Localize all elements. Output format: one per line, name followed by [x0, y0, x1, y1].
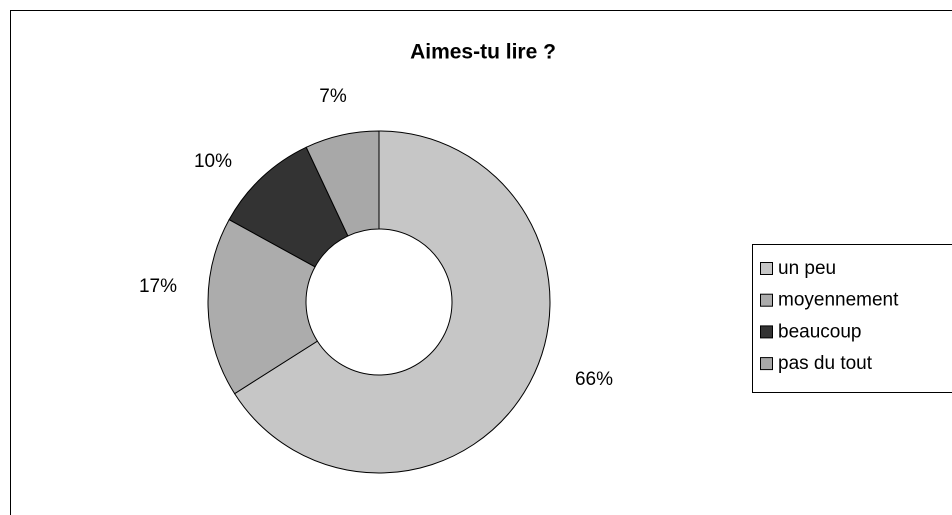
data-label: 17% [139, 276, 177, 297]
legend-label: un peu [778, 258, 836, 279]
data-label: 66% [575, 369, 613, 390]
legend-box [752, 244, 952, 393]
donut-slice [207, 218, 319, 395]
legend-swatch [760, 357, 773, 371]
legend-swatch [760, 262, 773, 275]
legend-label: moyennement [778, 290, 899, 311]
donut-slice [305, 130, 380, 237]
legend-label: beaucoup [778, 321, 861, 342]
legend-swatch [760, 325, 773, 339]
legend-swatch [760, 293, 773, 307]
data-label: 7% [319, 86, 347, 107]
data-label: 10% [194, 151, 232, 172]
legend-label: pas du tout [778, 353, 873, 374]
donut-slice [233, 130, 551, 474]
chart-title: Aimes-tu lire ? [410, 41, 556, 64]
